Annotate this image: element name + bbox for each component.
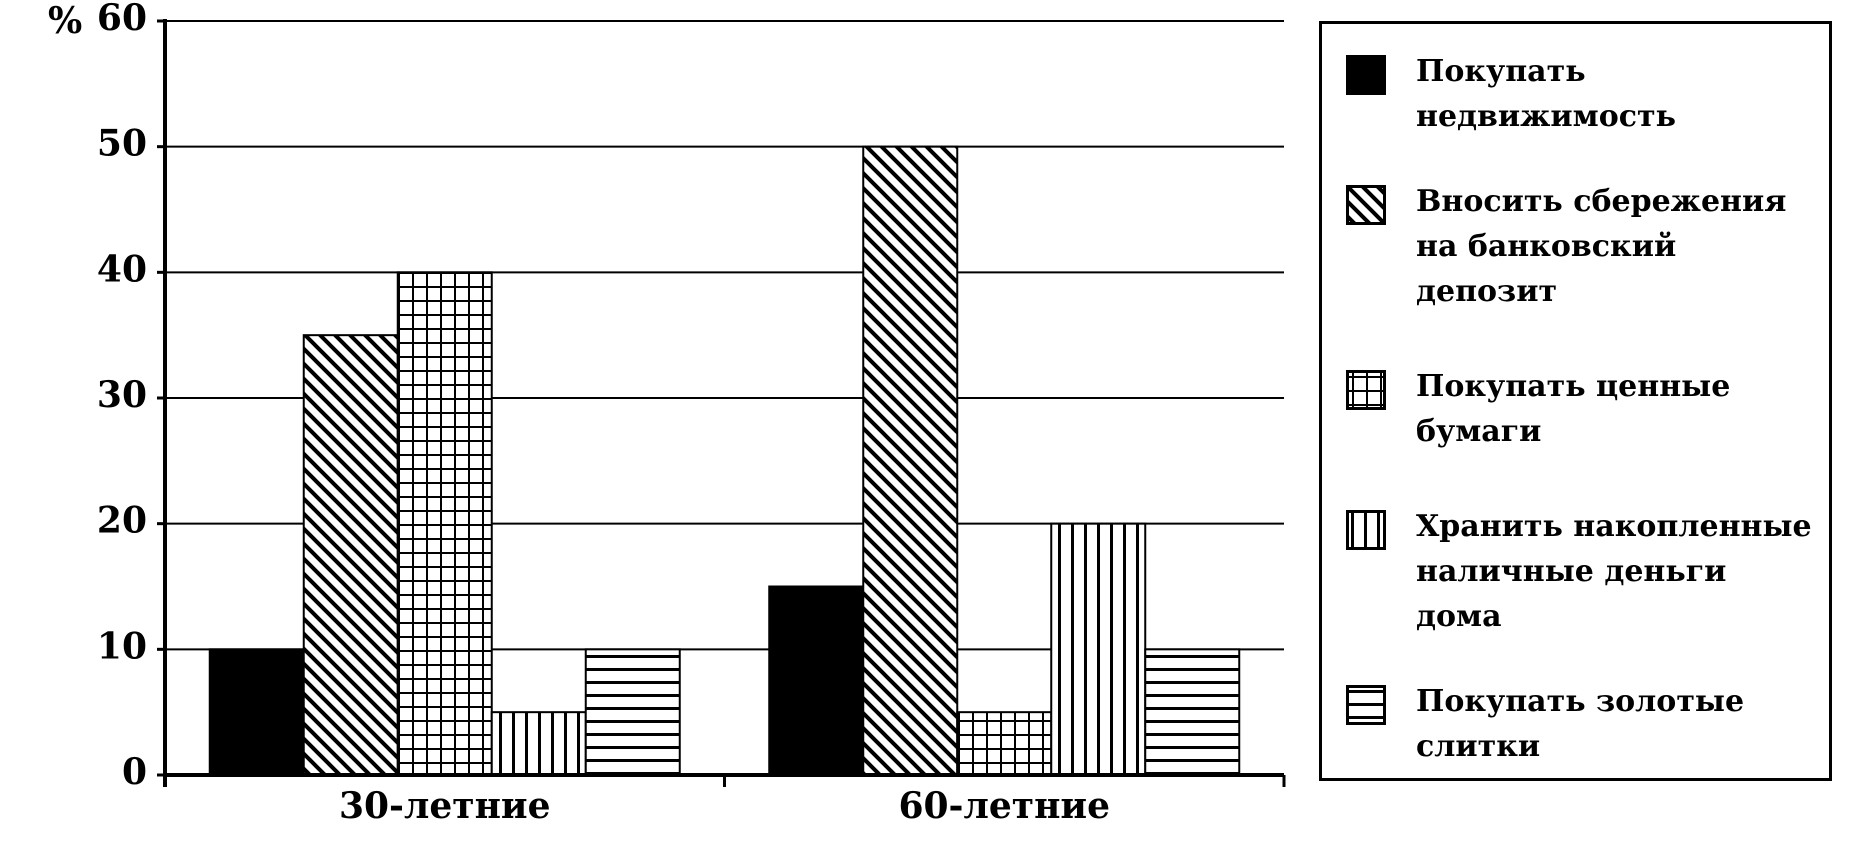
bar [584,648,681,776]
bar [490,711,587,777]
bar [956,711,1053,777]
x-tick-label: 30-летние [339,785,551,827]
chart: % 0 10 20 30 40 50 60 30-летние 60-летние [48,0,1286,827]
legend-label: Покупать недвижимость [1416,54,1676,134]
bar [768,585,865,776]
y-tick-label: 0 [122,751,147,793]
legend-swatch-box [1346,370,1386,410]
x-tick-label: 60-летние [898,785,1110,827]
legend-entry: Вносить сбережения на банковский депозит [1346,179,1816,314]
legend-swatch [1346,185,1386,225]
legend-label: Вносить сбережения на банковский депозит [1416,184,1787,309]
bar [862,145,959,776]
y-tick-label: 40 [97,248,147,290]
legend-swatch [1346,685,1386,725]
legend-label: Хранить накопленные наличные деньги дома [1416,509,1812,634]
y-tick-label: 60 [97,0,147,39]
legend-swatch-box [1346,55,1386,95]
legend-entry: Покупать недвижимость [1346,49,1816,139]
legend-entry: Покупать ценные бумаги [1346,364,1816,454]
y-tick-label: 30 [97,374,147,416]
y-tick-label: 20 [97,500,147,542]
bar [396,271,493,776]
bar [1144,648,1241,776]
legend-swatch [1346,370,1386,410]
legend-entry: Покупать золотые слитки [1346,679,1816,769]
legend-swatch [1346,55,1386,95]
y-axis-label: % [48,0,82,42]
bar [208,648,305,776]
legend-swatch-box [1346,185,1386,225]
bar [302,334,399,776]
y-tick-label: 10 [97,625,147,667]
legend-entry: Хранить накопленные наличные деньги дома [1346,504,1816,639]
y-tick-label: 50 [97,123,147,165]
legend-label: Покупать ценные бумаги [1416,369,1731,449]
legend-swatch-box [1346,510,1386,550]
legend-swatch-box [1346,685,1386,725]
legend-swatch [1346,510,1386,550]
bar [1050,522,1147,777]
legend: Покупать недвижимость Вносить сбережения … [1319,21,1832,781]
legend-label: Покупать золотые слитки [1416,684,1745,764]
